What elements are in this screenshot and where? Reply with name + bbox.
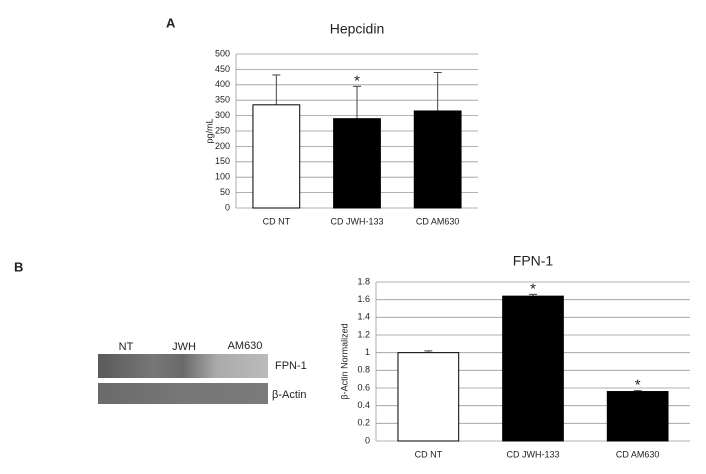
y-tick-label: 0.4 — [357, 400, 370, 410]
y-tick-label: 1.4 — [357, 312, 370, 322]
band-label: β-Actin — [272, 389, 306, 401]
y-tick-label: 1.8 — [357, 276, 370, 286]
bar — [252, 104, 301, 209]
bar — [606, 391, 669, 442]
chart-title: Hepcidin — [330, 21, 384, 37]
y-tick-label: 450 — [215, 64, 230, 74]
y-axis-label: pg/mL — [204, 118, 214, 143]
blot-band — [98, 383, 268, 404]
y-tick-label: 100 — [215, 172, 230, 182]
y-tick-label: 350 — [215, 95, 230, 105]
lane-label: AM630 — [228, 340, 263, 352]
x-tick-label: CD JWH-133 — [330, 216, 383, 226]
y-tick-label: 0.8 — [357, 365, 370, 375]
x-tick-label: CD AM630 — [416, 216, 460, 226]
blot-band — [98, 354, 268, 378]
y-tick-label: 250 — [215, 125, 230, 135]
y-tick-label: 200 — [215, 141, 230, 151]
y-tick-label: 150 — [215, 156, 230, 166]
x-tick-label: CD JWH-133 — [506, 449, 559, 459]
lane-label: NT — [119, 341, 134, 353]
bar — [502, 295, 564, 442]
y-tick-label: 1 — [365, 347, 370, 357]
bar — [397, 352, 460, 442]
x-tick-label: CD AM630 — [616, 449, 660, 459]
band-label: FPN-1 — [275, 360, 307, 372]
x-tick-label: CD NT — [263, 216, 291, 226]
y-tick-label: 400 — [215, 79, 230, 89]
x-tick-label: CD NT — [415, 449, 443, 459]
y-tick-label: 50 — [220, 187, 230, 197]
panel-label: A — [166, 15, 176, 30]
y-tick-label: 0 — [225, 202, 230, 212]
y-tick-label: 1.6 — [357, 294, 370, 304]
lane-label: JWH — [172, 341, 196, 353]
y-tick-label: 0.6 — [357, 382, 370, 392]
y-axis-label: β-Actin Normalized — [339, 323, 349, 399]
significance-label: * — [354, 72, 360, 89]
significance-label: * — [635, 377, 641, 394]
chart-title: FPN-1 — [513, 253, 554, 269]
y-tick-label: 0.2 — [357, 418, 370, 428]
y-tick-label: 500 — [215, 48, 230, 58]
panel-label: B — [14, 259, 23, 274]
significance-label: * — [530, 280, 536, 297]
y-tick-label: 1.2 — [357, 329, 370, 339]
y-tick-label: 0 — [365, 435, 370, 445]
y-tick-label: 300 — [215, 110, 230, 120]
bar — [413, 110, 462, 209]
bar — [333, 118, 381, 209]
